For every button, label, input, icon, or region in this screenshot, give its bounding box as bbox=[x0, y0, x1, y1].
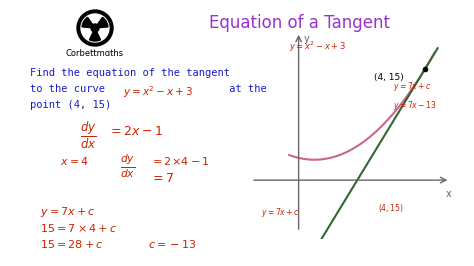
Text: $y = x^2 - x + 3$: $y = x^2 - x + 3$ bbox=[123, 84, 193, 100]
Text: $\frac{dy}{dx}$: $\frac{dy}{dx}$ bbox=[80, 120, 96, 152]
Text: x: x bbox=[446, 189, 452, 199]
Wedge shape bbox=[97, 17, 108, 28]
Text: $= 2\!\times\!4 - 1$: $= 2\!\times\!4 - 1$ bbox=[150, 155, 210, 167]
Text: point (4, 15): point (4, 15) bbox=[30, 100, 111, 110]
Wedge shape bbox=[90, 32, 100, 41]
Text: (4, 15): (4, 15) bbox=[374, 73, 404, 82]
Text: $y = 7x + c$: $y = 7x + c$ bbox=[40, 205, 96, 219]
Text: to the curve: to the curve bbox=[30, 84, 111, 94]
Text: at the: at the bbox=[223, 84, 267, 94]
Circle shape bbox=[77, 10, 113, 46]
Circle shape bbox=[81, 14, 109, 42]
Text: $c = -13$: $c = -13$ bbox=[148, 238, 197, 250]
Text: $y = 7x + c$: $y = 7x + c$ bbox=[393, 80, 432, 93]
Text: $y = 7x + c$: $y = 7x + c$ bbox=[261, 206, 300, 219]
Text: Find the equation of the tangent: Find the equation of the tangent bbox=[30, 68, 230, 78]
Text: $y = x^2 - x + 3$: $y = x^2 - x + 3$ bbox=[289, 39, 346, 54]
Text: Corbettmɑths: Corbettmɑths bbox=[66, 49, 124, 58]
Text: $y = 7x - 13$: $y = 7x - 13$ bbox=[393, 99, 438, 112]
Text: $(4, 15)$: $(4, 15)$ bbox=[378, 202, 403, 214]
Text: $15 = 28 + c$: $15 = 28 + c$ bbox=[40, 238, 104, 250]
Text: y: y bbox=[303, 34, 309, 44]
Text: $= 7$: $= 7$ bbox=[150, 172, 174, 185]
Text: $x = 4$: $x = 4$ bbox=[60, 155, 89, 167]
Text: $15 = 7 \times 4 + c$: $15 = 7 \times 4 + c$ bbox=[40, 222, 117, 234]
Circle shape bbox=[91, 24, 99, 32]
Wedge shape bbox=[82, 17, 93, 28]
Text: $= 2x - 1$: $= 2x - 1$ bbox=[108, 125, 163, 138]
Text: Equation of a Tangent: Equation of a Tangent bbox=[210, 14, 391, 32]
Text: $\frac{dy}{dx}$: $\frac{dy}{dx}$ bbox=[120, 152, 135, 180]
